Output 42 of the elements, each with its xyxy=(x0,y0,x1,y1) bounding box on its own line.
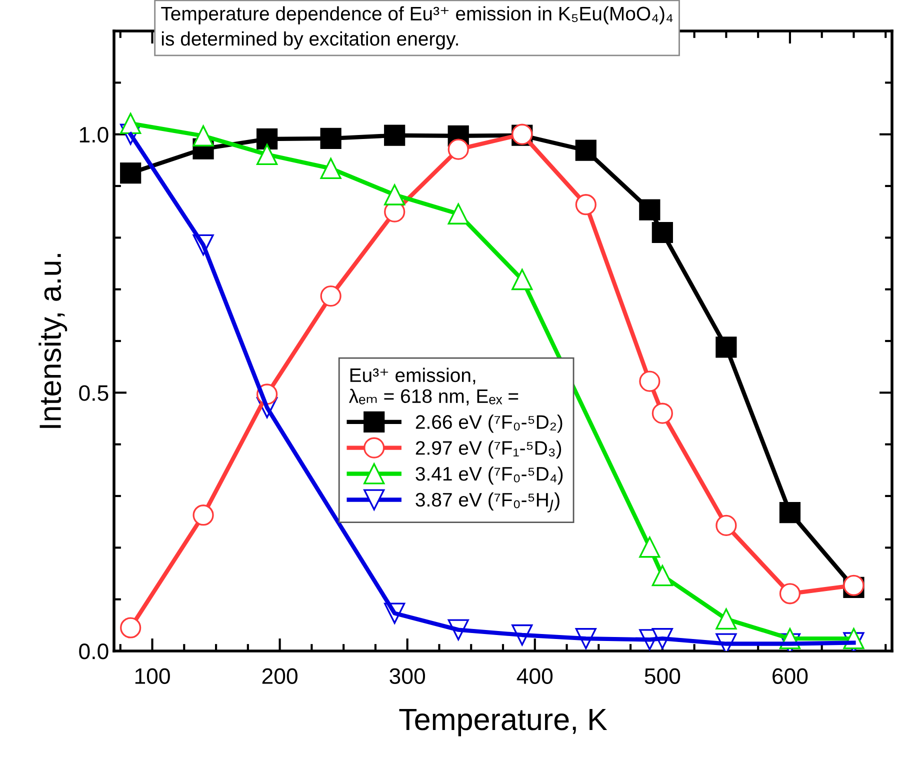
y-axis-title: Intensity, a.u. xyxy=(38,254,68,428)
y-tick-label: 0.0 xyxy=(79,644,108,660)
x-tick-label: 200 xyxy=(262,668,298,684)
chart-title: Temperature dependence of Eu³⁺ emission in K₅Eu(MoO₄)₄ is determined by excitation energy. xyxy=(161,6,673,50)
x-axis-title: Temperature, K xyxy=(399,708,608,736)
point xyxy=(639,370,660,392)
point xyxy=(575,194,596,216)
point xyxy=(639,199,660,220)
point xyxy=(192,125,214,146)
point xyxy=(448,138,469,160)
legend-label: 3.87 eV (⁷F₀-⁵H$_{J}$) xyxy=(416,492,560,512)
y-tick-label: 1.0 xyxy=(80,126,108,143)
x-tick-label: 500 xyxy=(644,668,680,684)
point xyxy=(716,514,737,536)
y-tick-label: 0.5 xyxy=(79,385,108,401)
point xyxy=(716,608,737,630)
point xyxy=(448,203,469,224)
point xyxy=(716,336,737,358)
legend-label: 2.66 eV (⁷F₀-⁵D₂) xyxy=(416,414,562,433)
point xyxy=(256,144,278,166)
x-tick-label: 400 xyxy=(516,668,553,684)
point xyxy=(639,536,660,558)
point xyxy=(120,112,142,134)
x-tick-label: 300 xyxy=(390,668,426,684)
point xyxy=(320,128,342,150)
legend-title: Eu³⁺ emission, λₑₘ = 618 nm, Eₑₓ = xyxy=(348,368,518,406)
point xyxy=(120,162,142,184)
point xyxy=(575,140,596,161)
point xyxy=(779,583,801,604)
point xyxy=(384,184,406,206)
x-tick-label: 600 xyxy=(772,668,808,684)
legend-label: 3.41 eV (⁷F₀-⁵D₄) xyxy=(416,466,563,485)
legend-label: 2.97 eV (⁷F₁-⁵D₃) xyxy=(416,440,562,459)
point xyxy=(779,502,801,524)
point xyxy=(256,128,278,150)
point xyxy=(652,222,673,244)
point xyxy=(384,124,406,146)
point xyxy=(320,158,342,179)
point xyxy=(652,565,673,586)
x-tick-label: 100 xyxy=(135,668,170,684)
point xyxy=(512,268,533,290)
point xyxy=(192,504,214,526)
